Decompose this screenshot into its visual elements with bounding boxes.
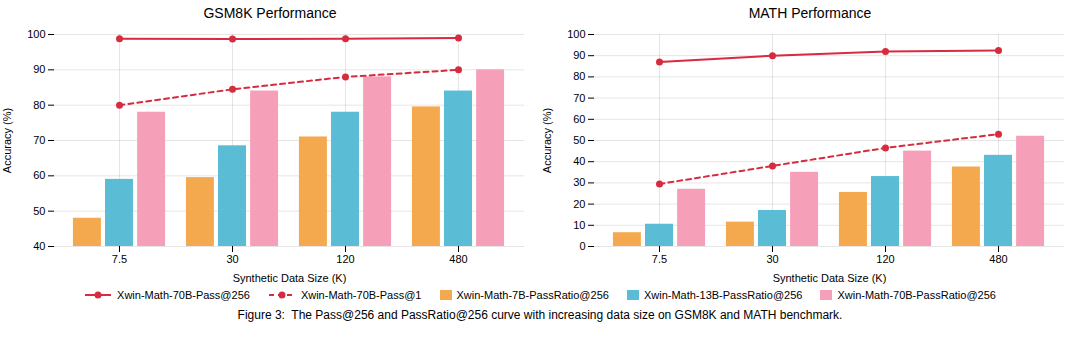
html-text:Xwin-Math-70B-Pass@256: Xwin-Math-70B-Pass@256 — [117, 289, 250, 301]
svg-text:50: 50 — [33, 205, 45, 217]
svg-text:30: 30 — [573, 176, 585, 188]
svg-text:10: 10 — [573, 219, 585, 231]
svg-text:30: 30 — [226, 253, 238, 265]
svg-text:90: 90 — [573, 49, 585, 61]
html-text:MATH Performance: MATH Performance — [748, 5, 872, 21]
svg-text:120: 120 — [876, 253, 894, 265]
svg-text:7.5: 7.5 — [112, 253, 127, 265]
html-text:Xwin-Math-7B-PassRatio@256: Xwin-Math-7B-PassRatio@256 — [456, 289, 609, 301]
svg-text:20: 20 — [573, 198, 585, 210]
svg-text:100: 100 — [27, 28, 45, 40]
html-text:Xwin-Math-70B-PassRatio@256: Xwin-Math-70B-PassRatio@256 — [837, 289, 996, 301]
svg-text:0: 0 — [579, 240, 585, 252]
svg-text:Accuracy (%): Accuracy (%) — [1, 108, 13, 173]
svg-text:40: 40 — [33, 240, 45, 252]
svg-text:Synthetic Data Size (K): Synthetic Data Size (K) — [233, 272, 347, 284]
svg-text:50: 50 — [573, 134, 585, 146]
svg-text:60: 60 — [573, 113, 585, 125]
svg-text:30: 30 — [766, 253, 778, 265]
svg-text:Synthetic Data Size (K): Synthetic Data Size (K) — [773, 272, 887, 284]
svg-text:480: 480 — [989, 253, 1007, 265]
svg-text:60: 60 — [33, 169, 45, 181]
html-text:Xwin-Math-13B-PassRatio@256: Xwin-Math-13B-PassRatio@256 — [643, 289, 803, 301]
svg-text:480: 480 — [449, 253, 467, 265]
svg-text:100: 100 — [567, 28, 585, 40]
svg-text:7.5: 7.5 — [652, 253, 667, 265]
svg-text:Accuracy (%): Accuracy (%) — [541, 108, 553, 173]
html-text:GSM8K Performance: GSM8K Performance — [203, 5, 337, 21]
svg-text:80: 80 — [573, 70, 585, 82]
html-text:Xwin-Math-70B-Pass@1: Xwin-Math-70B-Pass@1 — [300, 289, 422, 301]
svg-text:120: 120 — [336, 253, 354, 265]
svg-text:80: 80 — [33, 99, 45, 111]
html-text:Figure 3: The Pass@256 and Pas: Figure 3: The Pass@256 and PassRatio@256… — [237, 308, 843, 322]
svg-text:90: 90 — [33, 63, 45, 75]
svg-text:40: 40 — [573, 155, 585, 167]
svg-text:70: 70 — [33, 134, 45, 146]
svg-text:70: 70 — [573, 92, 585, 104]
